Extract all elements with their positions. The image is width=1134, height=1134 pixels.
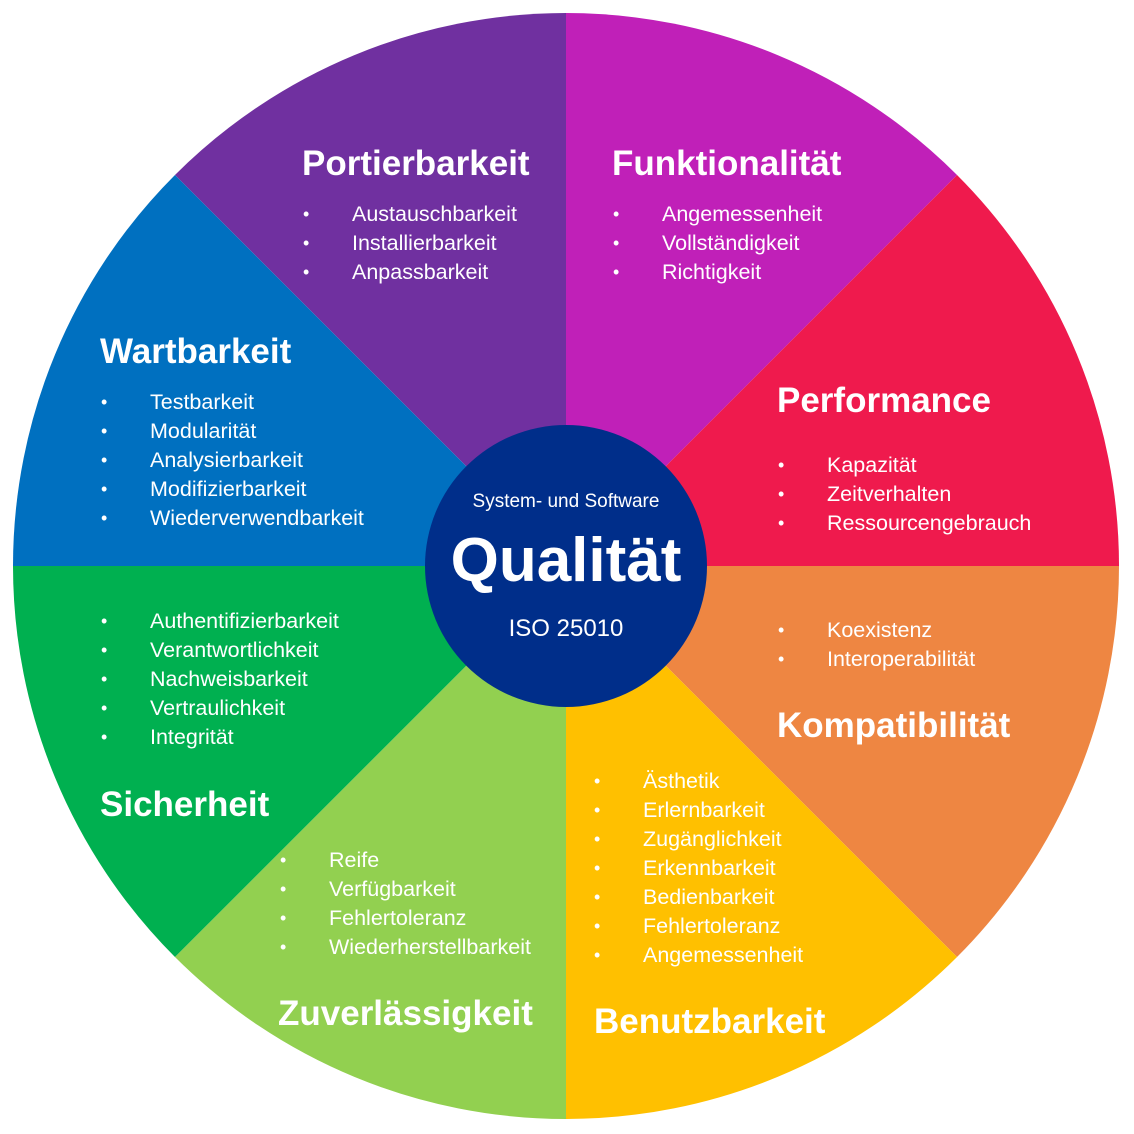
- list-item: Modifizierbarkeit: [101, 475, 364, 504]
- list-item: Angemessenheit: [613, 200, 822, 229]
- list-item: Authentifizierbarkeit: [101, 607, 339, 636]
- list-item: Ressourcengebrauch: [778, 509, 1031, 538]
- segment-title-performance: Performance: [777, 381, 991, 420]
- segment-list-zuverlaessigkeit: Reife Verfügbarkeit Fehlertoleranz Wiede…: [280, 846, 531, 962]
- list-item: Zeitverhalten: [778, 480, 1031, 509]
- segment-list-portierbarkeit: Austauschbarkeit Installierbarkeit Anpas…: [303, 200, 517, 287]
- list-item: Fehlertoleranz: [280, 904, 531, 933]
- list-item: Erkennbarkeit: [594, 854, 803, 883]
- center-standard: ISO 25010: [508, 615, 624, 642]
- segment-list-performance: Kapazität Zeitverhalten Ressourcengebrau…: [778, 451, 1031, 538]
- list-item: Fehlertoleranz: [594, 912, 803, 941]
- segment-title-benutzbarkeit: Benutzbarkeit: [594, 1002, 826, 1041]
- segment-title-kompatibilitaet: Kompatibilität: [777, 706, 1011, 745]
- list-item: Verfügbarkeit: [280, 875, 531, 904]
- list-item: Nachweisbarkeit: [101, 665, 339, 694]
- list-item: Modularität: [101, 417, 364, 446]
- segment-list-wartbarkeit: Testbarkeit Modularität Analysierbarkeit…: [101, 388, 364, 533]
- list-item: Reife: [280, 846, 531, 875]
- center-title: Qualität: [450, 526, 682, 595]
- list-item: Anpassbarkeit: [303, 258, 517, 287]
- center-circle: [425, 425, 707, 707]
- segment-title-zuverlaessigkeit: Zuverlässigkeit: [278, 994, 533, 1033]
- segment-list-kompatibilitaet: Koexistenz Interoperabilität: [778, 616, 975, 674]
- list-item: Bedienbarkeit: [594, 883, 803, 912]
- segment-funktionalitaet: [566, 13, 958, 566]
- segment-list-benutzbarkeit: Ästhetik Erlernbarkeit Zugänglichkeit Er…: [594, 767, 803, 970]
- list-item: Interoperabilität: [778, 645, 975, 674]
- segment-portierbarkeit: [174, 13, 566, 566]
- list-item: Wiederherstellbarkeit: [280, 933, 531, 962]
- segment-title-portierbarkeit: Portierbarkeit: [302, 144, 530, 183]
- list-item: Testbarkeit: [101, 388, 364, 417]
- segment-title-wartbarkeit: Wartbarkeit: [100, 332, 292, 371]
- segment-list-sicherheit: Authentifizierbarkeit Verantwortlichkeit…: [101, 607, 339, 752]
- list-item: Richtigkeit: [613, 258, 822, 287]
- segment-title-sicherheit: Sicherheit: [100, 785, 270, 824]
- segment-kompatibilitaet: [566, 566, 1119, 958]
- list-item: Analysierbarkeit: [101, 446, 364, 475]
- list-item: Installierbarkeit: [303, 229, 517, 258]
- list-item: Erlernbarkeit: [594, 796, 803, 825]
- segment-title-funktionalitaet: Funktionalität: [612, 144, 842, 183]
- list-item: Angemessenheit: [594, 941, 803, 970]
- segment-list-funktionalitaet: Angemessenheit Vollständigkeit Richtigke…: [613, 200, 822, 287]
- list-item: Wiederverwendbarkeit: [101, 504, 364, 533]
- list-item: Austauschbarkeit: [303, 200, 517, 229]
- list-item: Integrität: [101, 723, 339, 752]
- list-item: Ästhetik: [594, 767, 803, 796]
- list-item: Vertraulichkeit: [101, 694, 339, 723]
- list-item: Vollständigkeit: [613, 229, 822, 258]
- list-item: Kapazität: [778, 451, 1031, 480]
- list-item: Koexistenz: [778, 616, 975, 645]
- segment-zuverlaessigkeit: [174, 566, 566, 1119]
- list-item: Zugänglichkeit: [594, 825, 803, 854]
- list-item: Verantwortlichkeit: [101, 636, 339, 665]
- center-subtitle: System- und Software: [472, 491, 660, 512]
